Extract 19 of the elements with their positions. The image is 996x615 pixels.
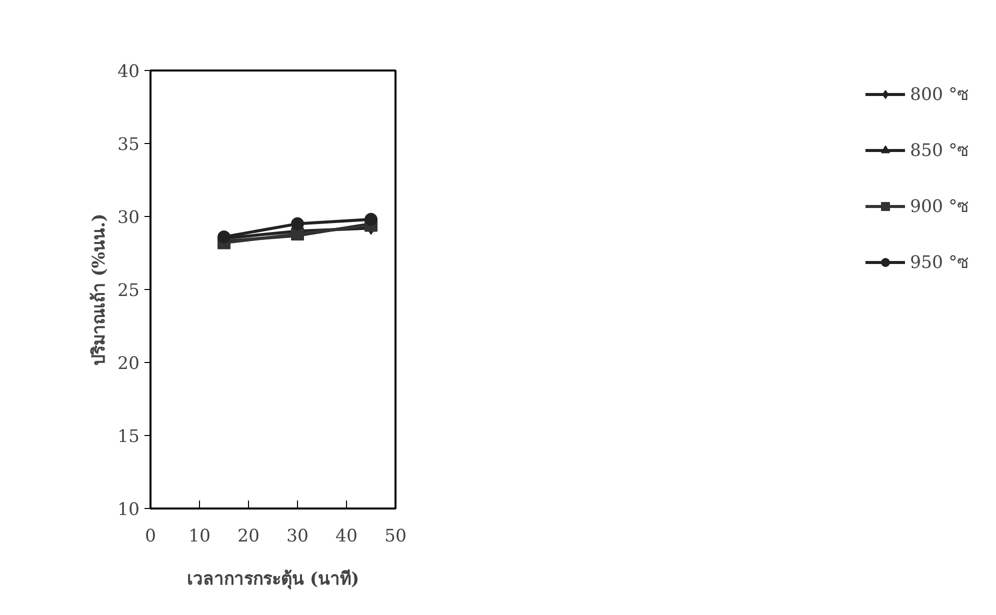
legend-label: 900 °ซ (910, 196, 970, 219)
y-tick-label: 25 (117, 281, 140, 301)
x-tick-label: 50 (384, 526, 407, 546)
legend-label: 850 °ซ (910, 140, 970, 163)
y-axis-title: ปริมาณเถ้า (%นน.) (88, 214, 110, 366)
x-tick-label: 30 (286, 526, 309, 546)
y-tick-label: 15 (117, 427, 140, 447)
y-tick-label: 35 (117, 135, 140, 155)
y-tick-label: 10 (117, 500, 140, 520)
y-tick-label: 40 (117, 62, 140, 82)
legend-label: 950 °ซ (910, 252, 970, 275)
x-axis-title: เวลาการกระตุ้น (นาที) (186, 568, 360, 590)
legend-label: 800 °ซ (910, 84, 970, 107)
x-tick-label: 20 (237, 526, 260, 546)
y-tick-label: 30 (117, 208, 140, 228)
x-tick-label: 0 (144, 526, 156, 546)
y-tick-label: 20 (117, 354, 140, 374)
x-tick-label: 10 (188, 526, 211, 546)
x-tick-label: 40 (335, 526, 358, 546)
